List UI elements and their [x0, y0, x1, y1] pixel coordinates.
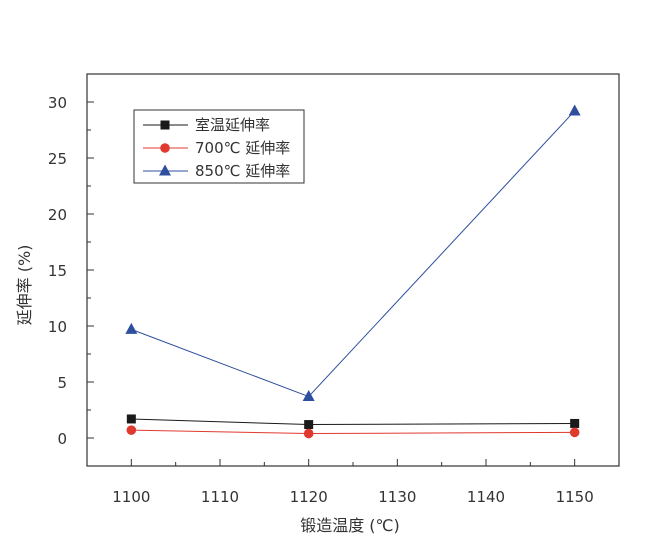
- series-3: [125, 104, 581, 402]
- series-line: [131, 418, 575, 426]
- y-tick-label: 10: [48, 318, 67, 336]
- series-1: [126, 414, 580, 430]
- series-2: [126, 425, 580, 439]
- data-point: [126, 414, 136, 424]
- legend-label: 850℃ 延伸率: [195, 162, 290, 180]
- legend-entry: 室温延伸率: [143, 116, 270, 134]
- series-layer: [125, 104, 581, 439]
- x-tick-label: 1140: [467, 488, 505, 506]
- legend: 室温延伸率 700℃ 延伸率 850℃ 延伸率: [133, 109, 305, 184]
- data-point: [125, 322, 138, 334]
- legend-marker: [160, 120, 170, 130]
- data-point: [569, 427, 580, 438]
- y-axis-ticks: 0 5 10 15 20 25 30: [48, 94, 94, 448]
- y-tick-label: 15: [48, 262, 67, 280]
- y-tick-label: 30: [48, 94, 67, 112]
- y-tick-label: 5: [57, 374, 67, 392]
- y-axis-title: 延伸率 (%): [15, 245, 34, 326]
- legend-marker: [159, 164, 171, 176]
- legend-marker: [160, 143, 170, 153]
- data-point: [126, 425, 137, 435]
- x-axis-title: 锻造温度 (℃): [300, 516, 400, 535]
- x-tick-label: 1100: [112, 488, 150, 506]
- y-tick-label: 20: [48, 206, 67, 224]
- data-point: [302, 390, 315, 402]
- legend-entry: 850℃ 延伸率: [143, 162, 290, 180]
- x-tick-label: 1120: [290, 488, 328, 506]
- y-tick-label: 25: [48, 150, 67, 168]
- x-axis-ticks: 1100 1110 1120 1130 1140 1150: [112, 459, 594, 506]
- legend-label: 700℃ 延伸率: [195, 139, 290, 157]
- data-point: [570, 418, 580, 428]
- x-tick-label: 1150: [556, 488, 594, 506]
- data-point: [303, 428, 314, 439]
- x-tick-label: 1110: [201, 488, 239, 506]
- legend-entry: 700℃ 延伸率: [143, 139, 290, 157]
- series-line: [131, 429, 575, 435]
- y-tick-label: 0: [57, 430, 67, 448]
- x-tick-label: 1130: [378, 488, 416, 506]
- data-point: [568, 104, 581, 116]
- legend-label: 室温延伸率: [195, 116, 270, 134]
- data-point: [304, 420, 314, 430]
